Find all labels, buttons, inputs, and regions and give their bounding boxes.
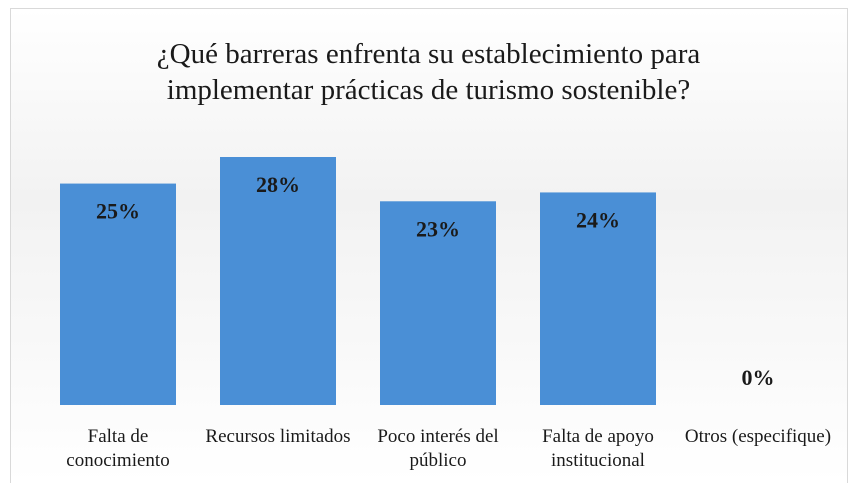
bar bbox=[220, 157, 336, 405]
x-tick-label: Otros (especifique) bbox=[684, 426, 832, 447]
x-tick-label: Poco interés del público bbox=[377, 426, 499, 471]
value-label: 23% bbox=[416, 216, 460, 241]
x-tick-label: Recursos limitados bbox=[205, 426, 351, 447]
value-label: 25% bbox=[96, 199, 140, 224]
bar bbox=[540, 192, 656, 405]
value-label: 28% bbox=[256, 172, 300, 197]
bar bbox=[60, 183, 176, 405]
chart-title: ¿Qué barreras enfrenta su establecimient… bbox=[156, 38, 701, 106]
x-tick-label: Falta de conocimiento bbox=[66, 426, 170, 471]
value-label: 24% bbox=[576, 207, 620, 232]
bar bbox=[380, 201, 496, 405]
x-tick-label: Falta de apoyo institucional bbox=[542, 426, 654, 471]
value-label: 0% bbox=[742, 365, 775, 390]
